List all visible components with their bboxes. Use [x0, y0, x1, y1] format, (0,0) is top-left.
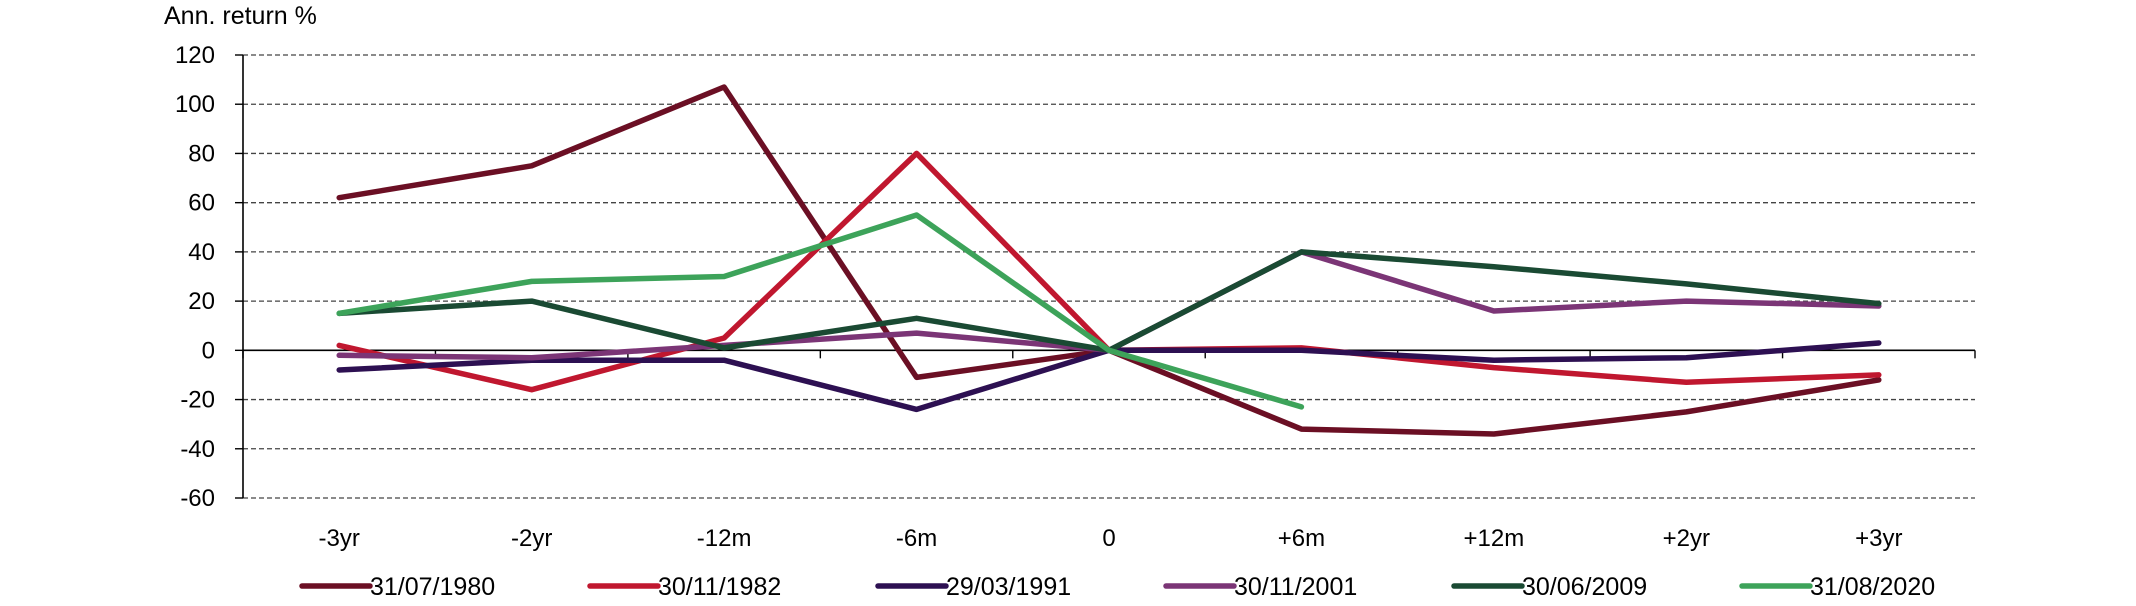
axes [235, 54, 1976, 499]
legend-label: 30/06/2009 [1522, 573, 1647, 601]
series-line [336, 249, 1882, 361]
y-tick-label: -20 [180, 387, 215, 414]
series-lines [336, 84, 1882, 437]
y-tick-label: 60 [188, 190, 215, 217]
legend: 31/07/1980 30/11/1982 29/03/1991 30/11/2001… [299, 573, 1935, 601]
gridlines [243, 54, 1975, 499]
legend-label: 31/08/2020 [1810, 573, 1935, 601]
legend-label: 31/07/1980 [370, 573, 495, 601]
y-tick-label: 0 [202, 337, 215, 364]
x-tick-label: +3yr [1855, 525, 1902, 552]
x-tick-label: -2yr [511, 525, 552, 552]
legend-label: 29/03/1991 [946, 573, 1071, 601]
y-tick-label: 20 [188, 288, 215, 315]
legend-label: 30/11/2001 [1234, 573, 1357, 601]
y-tick-label: 120 [175, 42, 215, 69]
y-tick-label: 40 [188, 239, 215, 266]
x-tick-label: -3yr [319, 525, 360, 552]
x-tick-label: +2yr [1663, 525, 1710, 552]
x-tick-label: +12m [1464, 525, 1525, 552]
y-tick-label: 80 [188, 140, 215, 167]
y-tick-labels: 120 100 80 60 40 20 0 -20 -40 -60 [175, 42, 215, 512]
x-tick-label: -6m [896, 525, 937, 552]
y-tick-label: -40 [180, 436, 215, 463]
x-tick-labels: -3yr -2yr -12m -6m 0 +6m +12m +2yr +3yr [319, 525, 1903, 552]
x-tick-label: -12m [697, 525, 752, 552]
x-tick-label: +6m [1278, 525, 1325, 552]
x-tick-label: 0 [1102, 525, 1115, 552]
series-line [336, 212, 1305, 410]
y-tick-label: 100 [175, 91, 215, 118]
legend-label: 30/11/1982 [658, 573, 781, 601]
y-axis-label: Ann. return % [164, 2, 317, 30]
y-tick-label: -60 [180, 485, 215, 512]
